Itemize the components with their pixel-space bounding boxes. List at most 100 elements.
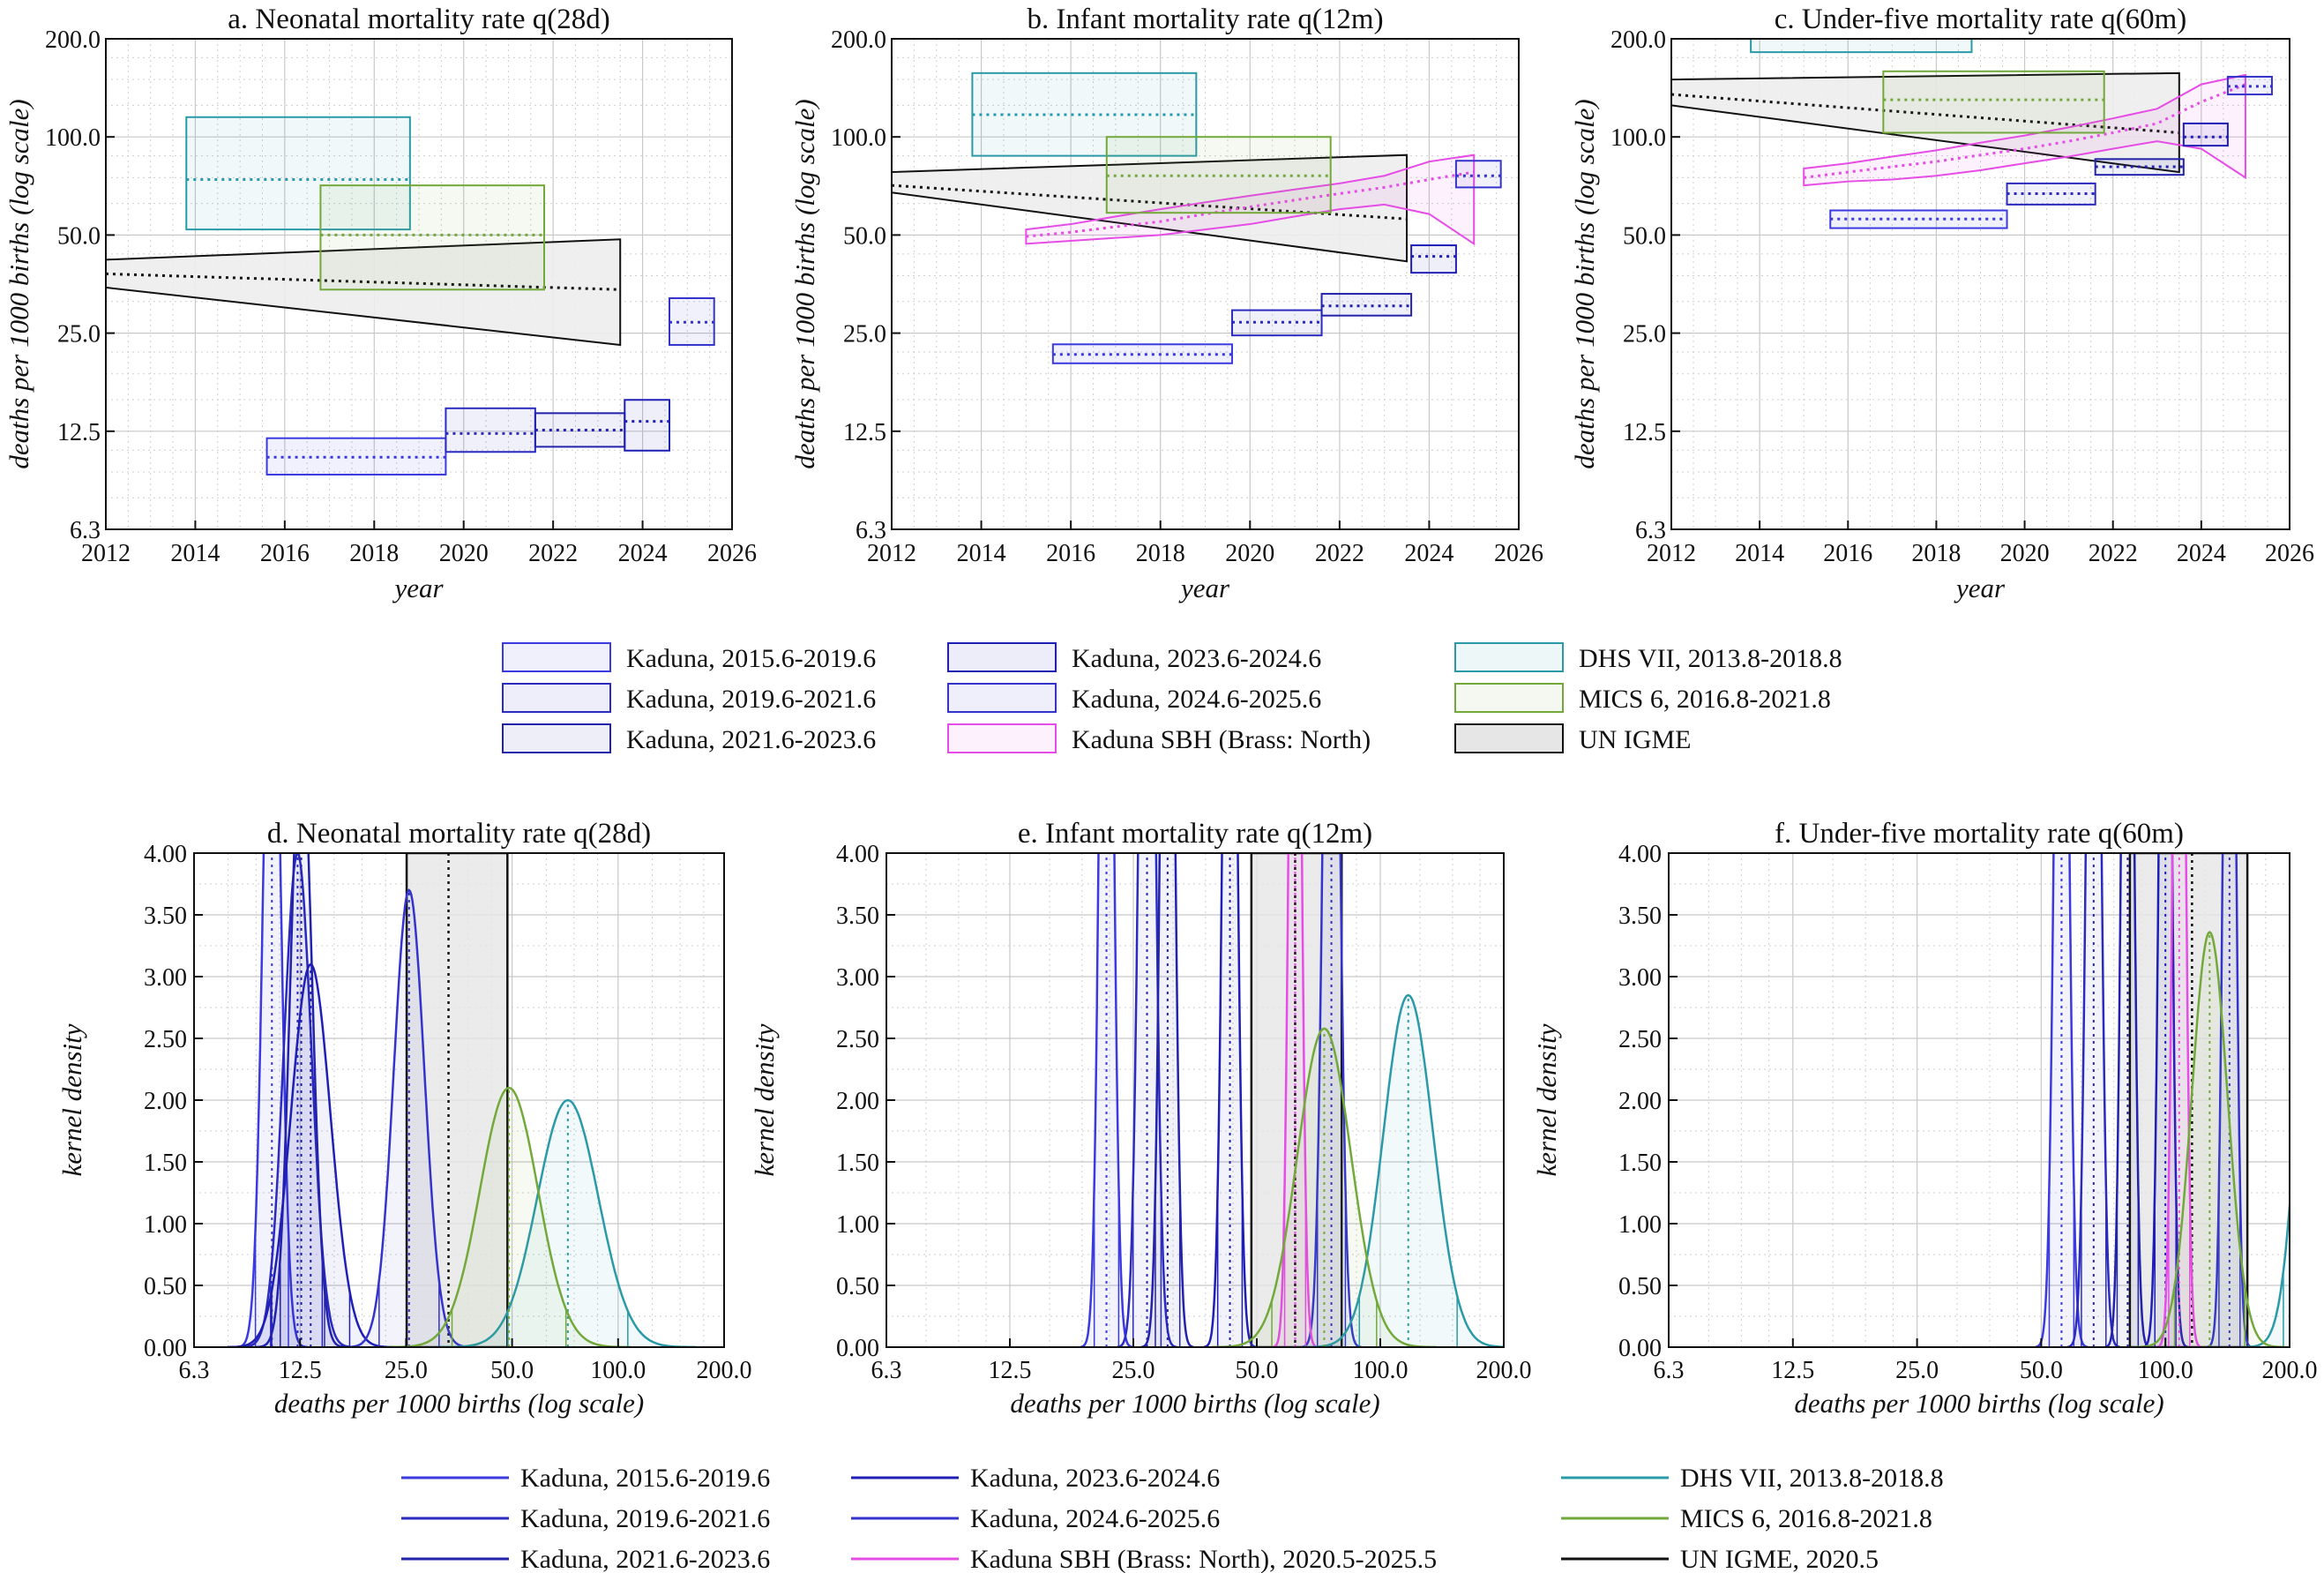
- y-tick-label: 12.5: [1623, 419, 1666, 446]
- x-tick-label: 2024: [1404, 540, 1453, 567]
- axes-frame: [891, 38, 1520, 530]
- legend-label: Kaduna, 2021.6-2023.6: [520, 1545, 770, 1573]
- x-tick-label: 200.0: [697, 1357, 752, 1384]
- y-tick-label: 1.00: [836, 1211, 879, 1239]
- y-tick-label: 2.50: [836, 1026, 879, 1053]
- legend-label: Kaduna SBH (Brass: North): [1072, 725, 1371, 754]
- density-fill: [1212, 1028, 1437, 1347]
- x-tick-label: 12.5: [1771, 1357, 1814, 1384]
- x-tick-label: 2022: [528, 540, 578, 567]
- legend-swatch: [502, 723, 611, 753]
- legend-swatch: [947, 642, 1057, 672]
- density-fill: [2134, 932, 2285, 1347]
- panel-c: 2012 2014 2016 2018 2020 2022 2024 2026 6.3 12.5 2…: [1569, 4, 2314, 603]
- x-tick-label: 25.0: [1895, 1357, 1939, 1384]
- y-tick-label: 0.00: [144, 1335, 187, 1362]
- plot-area: [2035, 853, 2290, 1347]
- panel-title: e. Infant mortality rate q(12m): [1018, 818, 1372, 850]
- plot-area: [227, 853, 697, 1347]
- y-tick-label: 12.5: [843, 419, 886, 446]
- y-tick-label: 25.0: [843, 321, 886, 348]
- x-tick-label: 2012: [1647, 540, 1696, 567]
- panel-d: 6.3 12.5 25.0 50.0 100.0 200.0 0.00 0.50 1.00 1.5…: [56, 818, 752, 1419]
- y-tick-label: 50.0: [57, 222, 101, 250]
- y-tick-label: 2.50: [1618, 1026, 1662, 1053]
- density-curve: [1141, 853, 1194, 1347]
- density-curve: [1273, 853, 1318, 1347]
- estimate-box: [1410, 244, 1457, 274]
- unigme-band: [405, 853, 509, 1347]
- x-tick-label: 2014: [1735, 540, 1784, 567]
- legend-label: DHS VII, 2013.8-2018.8: [1579, 644, 1842, 673]
- y-axis-label: deaths per 1000 births (log scale): [4, 99, 34, 468]
- x-tick-label: 2018: [349, 540, 399, 567]
- legend-label: Kaduna, 2023.6-2024.6: [1072, 644, 1321, 673]
- legend-label: Kaduna, 2015.6-2019.6: [520, 1464, 770, 1493]
- x-tick-label: 2014: [957, 540, 1006, 567]
- y-tick-label: 4.00: [144, 841, 187, 868]
- x-tick-label: 2020: [439, 540, 489, 567]
- x-tick-label: 2012: [81, 540, 131, 567]
- panel-title: b. Infant mortality rate q(12m): [1027, 4, 1383, 35]
- y-axis-label: deaths per 1000 births (log scale): [1569, 99, 1600, 468]
- y-tick-label: 4.00: [1618, 841, 1662, 868]
- legend-bottom: Kaduna, 2015.6-2019.6 Kaduna, 2019.6-2021…: [401, 1464, 1944, 1573]
- unigme-median-line: [1671, 93, 2179, 134]
- x-tick-label: 2020: [1225, 540, 1274, 567]
- x-tick-label: 2012: [867, 540, 916, 567]
- y-tick-label: 4.00: [836, 841, 879, 868]
- x-axis-label: deaths per 1000 births (log scale): [274, 1388, 644, 1419]
- y-tick-label: 3.00: [836, 964, 879, 992]
- legend-swatch: [1454, 642, 1564, 672]
- legend-swatch: [1454, 723, 1564, 753]
- density-fill: [439, 1100, 697, 1347]
- y-axis-label: kernel density: [56, 1023, 87, 1176]
- estimate-box: [1454, 160, 1502, 189]
- x-tick-label: 25.0: [1112, 1357, 1155, 1384]
- y-tick-label: 100.0: [831, 124, 886, 152]
- y-tick-label: 3.50: [1618, 903, 1662, 930]
- y-tick-label: 0.50: [144, 1273, 187, 1300]
- x-tick-label: 6.3: [179, 1357, 210, 1384]
- y-tick-label: 3.00: [144, 964, 187, 992]
- y-tick-label: 2.00: [144, 1088, 187, 1115]
- x-axis-label: year: [1178, 573, 1230, 603]
- y-tick-label: 200.0: [45, 26, 101, 54]
- legend-label: Kaduna, 2019.6-2021.6: [626, 685, 876, 714]
- unigme-band: [1250, 853, 1343, 1347]
- x-tick-label: 2022: [2089, 540, 2138, 567]
- y-tick-label: 100.0: [1610, 124, 1666, 152]
- x-tick-label: 2026: [707, 540, 757, 567]
- x-tick-label: 2016: [260, 540, 310, 567]
- density-fill: [2067, 853, 2120, 1347]
- unigme-band: [106, 238, 622, 347]
- density-curve: [1301, 853, 1362, 1347]
- legend-label: MICS 6, 2016.8-2021.8: [1680, 1504, 1932, 1533]
- density-fill: [2035, 853, 2089, 1347]
- x-tick-label: 2016: [1046, 540, 1095, 567]
- sbh-band: [1025, 154, 1476, 246]
- legend-label: UN IGME: [1579, 725, 1692, 754]
- y-axis-label: kernel density: [749, 1023, 780, 1176]
- plot-area: [1671, 39, 2273, 229]
- estimate-box: [185, 116, 411, 231]
- x-tick-label: 6.3: [871, 1357, 902, 1384]
- y-tick-label: 0.50: [1618, 1273, 1662, 1300]
- y-tick-label: 25.0: [57, 321, 101, 348]
- density-curve: [439, 1098, 697, 1347]
- plot-area: [106, 116, 715, 476]
- density-fill: [1203, 853, 1257, 1347]
- unigme-median-line: [892, 184, 1408, 221]
- density-curve: [2156, 853, 2202, 1347]
- y-tick-label: 12.5: [57, 419, 101, 446]
- estimate-box: [1882, 70, 2105, 134]
- y-tick-label: 1.50: [144, 1150, 187, 1177]
- y-tick-label: 0.00: [1618, 1335, 1662, 1362]
- density-fill: [1080, 853, 1133, 1347]
- legend-label: Kaduna, 2019.6-2021.6: [520, 1504, 770, 1533]
- y-tick-label: 6.3: [856, 517, 886, 544]
- density-curve: [236, 853, 308, 1347]
- y-tick-label: 1.50: [836, 1150, 879, 1177]
- legend-swatch: [502, 683, 611, 713]
- density-curve: [386, 1086, 631, 1347]
